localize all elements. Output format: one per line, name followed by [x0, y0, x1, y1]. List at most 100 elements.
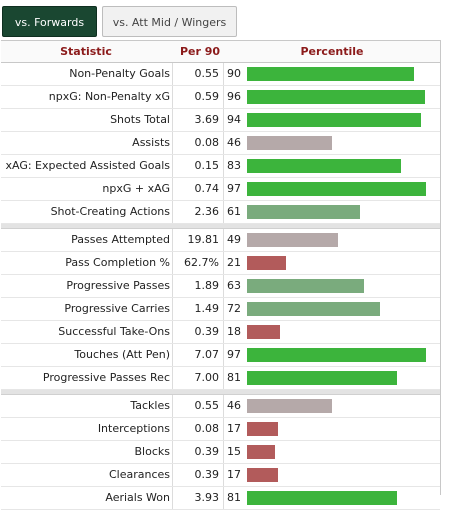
percentile-value: 63 [227, 279, 241, 292]
column-divider [223, 252, 224, 274]
column-divider [223, 321, 224, 343]
table-row: Shots Total 3.69 94 [1, 109, 440, 132]
column-divider [223, 63, 224, 85]
per90-value: 1.49 [194, 302, 220, 315]
percentile-bar [247, 399, 332, 413]
column-divider [172, 441, 173, 463]
column-divider [223, 298, 224, 320]
table-row: Interceptions 0.08 17 [1, 418, 440, 441]
header-statistic[interactable]: Statistic [60, 45, 112, 58]
per90-value: 3.69 [194, 113, 220, 126]
column-divider [223, 178, 224, 200]
percentile-bar [247, 256, 286, 270]
stat-name: npxG: Non-Penalty xG [48, 90, 170, 103]
percentile-value: 18 [227, 325, 241, 338]
header-per90[interactable]: Per 90 [179, 45, 221, 58]
per90-value: 7.00 [194, 371, 220, 384]
per90-value: 0.39 [194, 468, 220, 481]
percentile-value: 46 [227, 136, 241, 149]
column-divider [223, 344, 224, 366]
stat-name: Non-Penalty Goals [69, 67, 170, 80]
column-divider [172, 252, 173, 274]
table-row: xAG: Expected Assisted Goals 0.15 83 [1, 155, 440, 178]
stat-name: Aerials Won [105, 491, 170, 504]
per90-value: 0.08 [194, 422, 220, 435]
percentile-bar [247, 371, 397, 385]
column-divider [172, 63, 173, 85]
percentile-value: 83 [227, 159, 241, 172]
group-separator [1, 224, 440, 229]
per90-value: 0.55 [194, 67, 220, 80]
percentile-value: 21 [227, 256, 241, 269]
per90-value: 0.55 [194, 399, 220, 412]
column-divider [223, 109, 224, 131]
table-row: Touches (Att Pen) 7.07 97 [1, 344, 440, 367]
column-divider [223, 229, 224, 251]
percentile-bar [247, 159, 401, 173]
table-row: Aerials Won 3.93 81 [1, 487, 440, 510]
tab-vs-att-mid-wingers[interactable]: vs. Att Mid / Wingers [102, 6, 237, 37]
per90-value: 0.74 [194, 182, 220, 195]
stat-name: Shot-Creating Actions [50, 205, 170, 218]
stat-name: Clearances [108, 468, 170, 481]
percentile-bar [247, 279, 364, 293]
percentile-value: 46 [227, 399, 241, 412]
table-row: Shot-Creating Actions 2.36 61 [1, 201, 440, 224]
per90-value: 19.81 [187, 233, 220, 246]
stat-name: Touches (Att Pen) [74, 348, 170, 361]
stat-name: Shots Total [110, 113, 170, 126]
percentile-value: 72 [227, 302, 241, 315]
stat-name: Progressive Passes [66, 279, 170, 292]
per90-value: 3.93 [194, 491, 220, 504]
percentile-value: 81 [227, 371, 241, 384]
column-divider [172, 178, 173, 200]
table-row: Tackles 0.55 46 [1, 395, 440, 418]
table-row: npxG: Non-Penalty xG 0.59 96 [1, 86, 440, 109]
column-divider [172, 155, 173, 177]
table-row: Progressive Carries 1.49 72 [1, 298, 440, 321]
group-separator [1, 390, 440, 395]
per90-value: 0.39 [194, 445, 220, 458]
column-divider [223, 155, 224, 177]
percentile-bar [247, 491, 397, 505]
stat-name: Progressive Carries [64, 302, 170, 315]
stat-name: Assists [132, 136, 170, 149]
percentile-bar [247, 90, 425, 104]
per90-value: 0.15 [194, 159, 220, 172]
per90-value: 0.59 [194, 90, 220, 103]
table-row: Successful Take-Ons 0.39 18 [1, 321, 440, 344]
table-row: Non-Penalty Goals 0.55 90 [1, 63, 440, 86]
percentile-table: Statistic Per 90 Percentile Non-Penalty … [1, 40, 440, 510]
column-divider [223, 275, 224, 297]
percentile-value: 90 [227, 67, 241, 80]
stat-name: npxG + xAG [102, 182, 170, 195]
percentile-value: 49 [227, 233, 241, 246]
table-row: Progressive Passes 1.89 63 [1, 275, 440, 298]
table-row: Pass Completion % 62.7% 21 [1, 252, 440, 275]
header-percentile[interactable]: Percentile [300, 45, 364, 58]
stat-name: Passes Attempted [71, 233, 170, 246]
column-divider [223, 464, 224, 486]
table-border [440, 40, 441, 495]
stat-name: Pass Completion % [65, 256, 170, 269]
percentile-bar [247, 113, 421, 127]
column-divider [172, 395, 173, 417]
tab-vs-forwards[interactable]: vs. Forwards [2, 6, 97, 37]
table-row: Progressive Passes Rec 7.00 81 [1, 367, 440, 390]
percentile-bar [247, 182, 426, 196]
stat-name: Blocks [134, 445, 170, 458]
column-divider [172, 201, 173, 223]
table-body: Non-Penalty Goals 0.55 90 npxG: Non-Penalty… [1, 63, 440, 510]
percentile-bar [247, 136, 332, 150]
per90-value: 7.07 [194, 348, 220, 361]
percentile-bar [247, 302, 380, 316]
percentile-value: 97 [227, 182, 241, 195]
table-row: Blocks 0.39 15 [1, 441, 440, 464]
column-divider [223, 367, 224, 389]
per90-value: 0.08 [194, 136, 220, 149]
percentile-value: 61 [227, 205, 241, 218]
column-divider [172, 344, 173, 366]
percentile-value: 17 [227, 422, 241, 435]
percentile-value: 94 [227, 113, 241, 126]
column-divider [172, 109, 173, 131]
